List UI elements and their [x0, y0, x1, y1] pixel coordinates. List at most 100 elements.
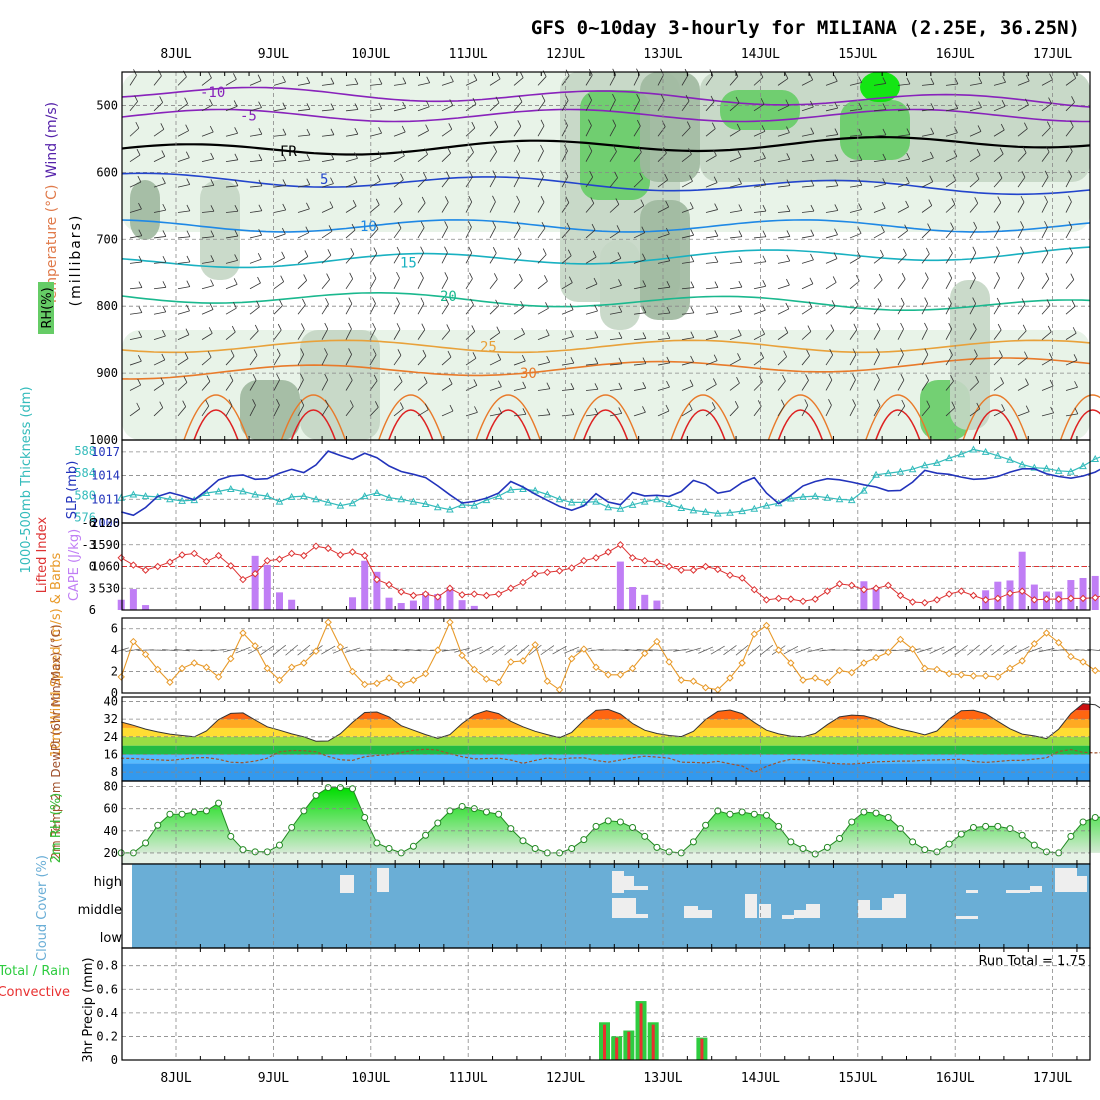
wind-barb-10m: [285, 644, 299, 656]
wind-barb: [969, 303, 976, 315]
wind-barb-flag: [325, 297, 329, 305]
rh-point: [288, 823, 296, 831]
wind-barb-flag: [421, 323, 426, 330]
slp-point: [446, 505, 454, 513]
slp-point: [324, 498, 333, 506]
wind-barb: [897, 158, 910, 163]
rh-point: [1079, 818, 1087, 826]
wind-barb: [633, 363, 646, 366]
wind-barb: [537, 150, 544, 162]
slp-point: [385, 493, 393, 501]
lifted-index-point: [202, 557, 211, 566]
cloud-ylabel: Cloud Cover (%) high middle low: [35, 855, 122, 961]
rh-point: [434, 819, 442, 827]
wind-barb: [297, 232, 309, 239]
wind-barb: [417, 130, 429, 137]
wind-barb-flag: [660, 94, 665, 101]
surface-temp-lobe: [193, 409, 239, 441]
wind-barb: [345, 158, 358, 163]
cape-bar: [409, 600, 417, 610]
cape-ylabels: Lifted Index CAPE (J/kg): [35, 516, 82, 601]
wind-barb-flag: [492, 170, 497, 177]
wind-barb-flag: [714, 255, 719, 263]
wind-speed-point: [312, 647, 320, 655]
lifted-index-point: [227, 562, 235, 570]
wind-barb-flag: [881, 202, 886, 209]
wind-barb-flag: [786, 254, 791, 262]
wind-barb-flag: [258, 101, 262, 108]
slp-point: [567, 498, 576, 506]
wind-barb-10m: [795, 646, 811, 654]
wind-barb-flag: [1072, 72, 1077, 79]
slp-point: [592, 497, 600, 505]
wind-barb-flag: [138, 202, 142, 210]
precip-frame: [121, 947, 1091, 1061]
slp-point: [555, 495, 564, 503]
wind-barb: [657, 362, 670, 366]
cape-tick-label: 1060: [91, 560, 120, 574]
wind-barb: [1017, 252, 1024, 264]
lifted-index-point: [677, 566, 685, 574]
wind-barb-flag: [924, 297, 928, 304]
wind-barb: [297, 159, 310, 163]
wind-barb: [1065, 413, 1078, 417]
wind-barb-flag: [906, 77, 911, 85]
wind-barb-flag: [469, 170, 473, 178]
li-tick-label: -3: [82, 538, 96, 552]
wind-speed-point: [580, 645, 588, 653]
isotherm: [121, 357, 1091, 380]
wind-barb: [681, 234, 694, 239]
day-label-bottom: 17JUL: [1033, 1071, 1072, 1086]
wind-barb: [801, 210, 814, 213]
wind-barb: [345, 109, 358, 112]
ylabel-cloud: Cloud Cover (%): [35, 855, 50, 961]
ylabel-temp-2m: 2m Temp 2m DewPt (6hr Min/Max) (°C): [49, 624, 63, 859]
isotherm-label: 30: [520, 366, 537, 382]
wind-barb: [465, 176, 473, 188]
wind-barb-flag: [444, 272, 449, 279]
wind-barb: [273, 233, 286, 239]
lifted-index-point: [750, 585, 759, 594]
wind-barb-flag: [1020, 221, 1024, 228]
wind-barb: [129, 408, 140, 417]
wind-barb: [777, 132, 790, 137]
wind-barb-flag: [876, 399, 881, 406]
wind-barb-flag: [257, 74, 262, 81]
wind-barb-flag: [306, 178, 311, 185]
wind-barb: [849, 304, 859, 315]
thickness-tick-label: 580: [74, 488, 96, 502]
surface-temp-lobe: [767, 394, 834, 441]
wind-barb-flag: [377, 150, 382, 158]
wind-barb: [849, 329, 858, 340]
wind-barb: [585, 388, 598, 391]
wind-barb-10m: [624, 649, 641, 652]
wind-barb-flag: [374, 222, 379, 230]
precip-convective-bar: [639, 1003, 643, 1060]
wind-barb: [465, 152, 474, 162]
wind-barb-flag: [852, 348, 857, 355]
wind-barb: [609, 74, 617, 86]
wind-barb: [609, 413, 622, 417]
wind-barb-flag: [304, 250, 309, 257]
wind-barb-flag: [878, 273, 883, 281]
wind-barb-flag: [713, 354, 718, 361]
wind-barb-flag: [618, 382, 623, 390]
wind-barb: [417, 303, 425, 315]
wind-barb-flag: [396, 323, 401, 330]
wind-barb: [633, 232, 645, 239]
surface-temp-lobe: [572, 394, 639, 441]
rh-point: [1091, 814, 1099, 822]
y-tick-label: 0.6: [96, 982, 118, 996]
wind-barb: [273, 354, 281, 366]
wind-barb: [801, 283, 814, 290]
wind-barb-10m: [441, 648, 458, 652]
wind-barb-10m: [588, 648, 605, 652]
wind-barb: [609, 388, 622, 391]
wind-barb: [729, 382, 740, 391]
day-label-top: 11JUL: [449, 47, 488, 62]
wind-barb-flag: [714, 330, 718, 337]
wind-barb: [681, 361, 694, 366]
wind-barb: [921, 406, 931, 417]
